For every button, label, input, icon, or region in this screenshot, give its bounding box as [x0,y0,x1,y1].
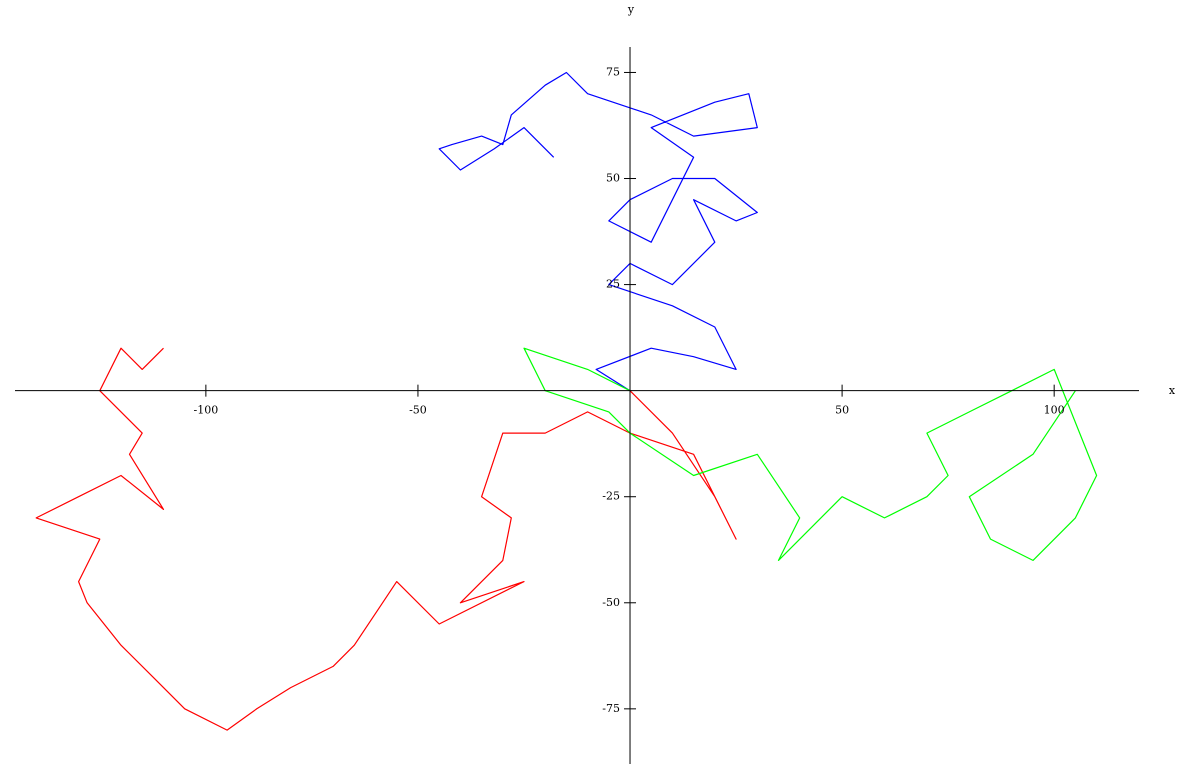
x-axis-label: x [1169,384,1176,397]
walk-line [35,347,737,731]
y-tick-label: -75 [602,702,620,715]
walk-line [438,71,758,392]
y-tick-label: 25 [606,278,620,291]
x-tick-label: -100 [194,404,219,417]
walk-line [523,347,1098,561]
y-axis-label: y [627,3,635,16]
x-tick-label: 50 [835,404,849,417]
y-tick-label: 75 [606,65,620,78]
y-tick-label: -50 [602,596,620,609]
y-tick-label: 50 [606,172,620,185]
x-tick-label: 100 [1044,404,1065,417]
y-tick-label: -25 [602,490,620,503]
x-tick-label: -50 [409,404,427,417]
